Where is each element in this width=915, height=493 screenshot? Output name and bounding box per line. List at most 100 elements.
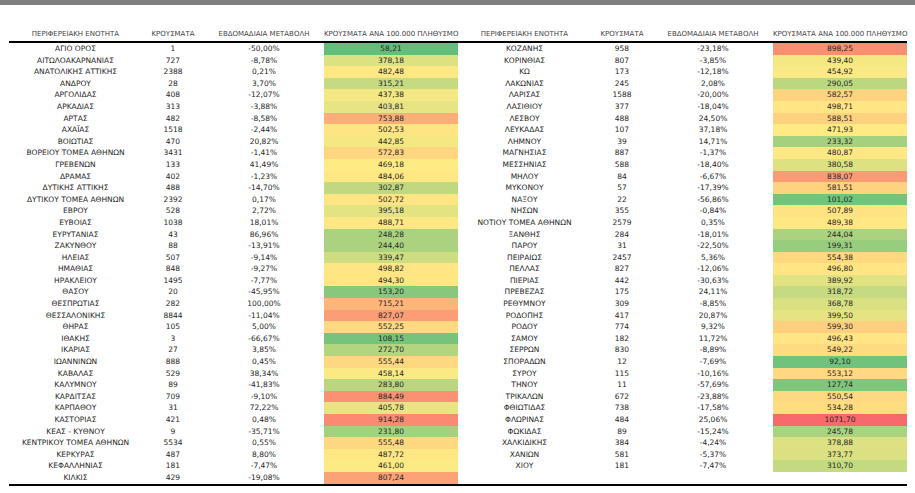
per-100k-cell: 101,02 (773, 194, 907, 206)
per-100k-cell: 488,71 (324, 217, 458, 229)
per-100k-cell: 302,87 (324, 182, 458, 194)
table-row: ΔΥΤΙΚΟΥ ΤΟΜΕΑ ΑΘΗΝΩΝ23920,17%502,72 (9, 194, 458, 206)
weekly-change-cell: 0,48% (204, 414, 324, 426)
weekly-change-cell: -18,40% (653, 159, 773, 171)
weekly-change-cell: 100,00% (204, 298, 324, 310)
weekly-change-cell: -17,58% (653, 402, 773, 414)
weekly-change-cell: -4,24% (653, 437, 773, 449)
weekly-change-cell: -12,18% (653, 66, 773, 78)
table-row: ΙΚΑΡΙΑΣ273,85%272,70 (9, 344, 458, 356)
table-row: ΚΩ173-12,18%454,92 (458, 66, 907, 78)
region-cell: ΚΑΒΑΛΑΣ (9, 368, 142, 380)
weekly-change-cell: 3,85% (204, 344, 324, 356)
region-cell: ΛΕΥΚΑΔΑΣ (458, 124, 591, 136)
cases-cell: 581 (591, 449, 653, 461)
weekly-change-cell: -14,70% (204, 182, 324, 194)
cases-cell: 507 (142, 252, 204, 264)
per-100k-cell: 310,70 (773, 460, 907, 472)
cases-cell: 31 (591, 240, 653, 252)
table-row: ΗΜΑΘΙΑΣ848-9,27%498,82 (9, 263, 458, 275)
table-row: ΚΑΒΑΛΑΣ52938,34%458,14 (9, 368, 458, 380)
table-row: ΚΑΡΔΙΤΣΑΣ709-9,10%884,49 (9, 391, 458, 403)
region-cell: ΚΕΦΑΛΛΗΝΙΑΣ (9, 460, 142, 472)
cases-cell: 887 (591, 147, 653, 159)
cases-cell: 31 (142, 402, 204, 414)
cases-cell: 12 (591, 356, 653, 368)
region-cell: ΑΙΤΩΛΟΑΚΑΡΝΑΝΙΑΣ (9, 55, 142, 67)
region-cell: ΛΑΡΙΣΑΣ (458, 89, 591, 101)
per-100k-cell: 380,58 (773, 159, 907, 171)
table-row: ΠΕΙΡΑΙΩΣ24575,36%554,38 (458, 252, 907, 264)
cases-cell: 2392 (142, 194, 204, 206)
cases-cell: 417 (591, 310, 653, 322)
cases-cell: 1 (142, 42, 204, 55)
cases-cell: 528 (142, 205, 204, 217)
region-cell: ΡΟΔΟΠΗΣ (458, 310, 591, 322)
per-100k-cell: 378,88 (773, 437, 907, 449)
header-region: ΠΕΡΙΦΕΡΕΙΑΚΗ ΕΝΟΤΗΤΑ (9, 28, 142, 42)
cases-cell: 827 (591, 263, 653, 275)
weekly-change-cell: -9,27% (204, 263, 324, 275)
per-100k-cell: 153,20 (324, 286, 458, 298)
cases-cell: 5534 (142, 437, 204, 449)
table-row: ΘΑΣΟΥ20-45,95%153,20 (9, 286, 458, 298)
per-100k-cell: 244,04 (773, 229, 907, 241)
region-cell: ΚΕΑΣ - ΚΥΘΝΟΥ (9, 426, 142, 438)
region-cell: ΧΑΛΚΙΔΙΚΗΣ (458, 437, 591, 449)
per-100k-cell: 715,21 (324, 298, 458, 310)
table-row: ΤΗΝΟΥ11-57,69%127,74 (458, 379, 907, 391)
table-row: ΚΟΖΑΝΗΣ958-23,18%898,25 (458, 42, 907, 55)
cases-cell: 421 (142, 414, 204, 426)
region-cell: ΕΥΒΟΙΑΣ (9, 217, 142, 229)
region-cell: ΝΟΤΙΟΥ ΤΟΜΕΑ ΑΘΗΝΩΝ (458, 217, 591, 229)
weekly-change-cell: 5,00% (204, 321, 324, 333)
per-100k-cell: 482,48 (324, 66, 458, 78)
weekly-change-cell: 14,71% (653, 136, 773, 148)
region-cell: ΔΥΤΙΚΗΣ ΑΤΤΙΚΗΣ (9, 182, 142, 194)
cases-cell: 57 (591, 182, 653, 194)
cases-cell: 488 (591, 113, 653, 125)
per-100k-cell: 339,47 (324, 252, 458, 264)
weekly-change-cell: -3,85% (653, 55, 773, 67)
per-100k-cell: 315,21 (324, 78, 458, 90)
table-row: ΛΑΚΩΝΙΑΣ2452,08%290,05 (458, 78, 907, 90)
weekly-change-cell: -9,10% (204, 391, 324, 403)
per-100k-cell: 245,78 (773, 426, 907, 438)
per-100k-cell: 231,80 (324, 426, 458, 438)
per-100k-cell: 489,38 (773, 217, 907, 229)
per-100k-cell: 555,44 (324, 356, 458, 368)
table-row: ΡΟΔΟΠΗΣ41720,87%399,50 (458, 310, 907, 322)
weekly-change-cell: -20,00% (653, 89, 773, 101)
per-100k-cell: 552,25 (324, 321, 458, 333)
weekly-change-cell: 11,72% (653, 333, 773, 345)
tables-container: ΠΕΡΙΦΕΡΕΙΑΚΗ ΕΝΟΤΗΤΑ ΚΡΟΥΣΜΑΤΑ ΕΒΔΟΜΑΔΙΑ… (9, 28, 907, 486)
region-cell: ΠΕΙΡΑΙΩΣ (458, 252, 591, 264)
weekly-change-cell: -22,50% (653, 240, 773, 252)
per-100k-cell: 373,77 (773, 449, 907, 461)
per-100k-cell: 554,38 (773, 252, 907, 264)
per-100k-cell: 458,14 (324, 368, 458, 380)
weekly-change-cell: -12,07% (204, 89, 324, 101)
region-cell: ΙΩΑΝΝΙΝΩΝ (9, 356, 142, 368)
region-cell: ΣΑΜΟΥ (458, 333, 591, 345)
per-100k-cell: 827,07 (324, 310, 458, 322)
per-100k-cell: 378,18 (324, 55, 458, 67)
per-100k-cell: 487,72 (324, 449, 458, 461)
region-cell: ΑΝΔΡΟΥ (9, 78, 142, 90)
per-100k-cell: 248,28 (324, 229, 458, 241)
top-gray-bar (0, 0, 915, 5)
region-cell: ΣΥΡΟΥ (458, 368, 591, 380)
per-100k-cell: 581,51 (773, 182, 907, 194)
cases-cell: 807 (591, 55, 653, 67)
table-row: ΚΕΦΑΛΛΗΝΙΑΣ181-7,47%461,00 (9, 460, 458, 472)
table-row: ΛΑΡΙΣΑΣ1588-20,00%582,57 (458, 89, 907, 101)
weekly-change-cell: 5,36% (653, 252, 773, 264)
table-row: ΓΡΕΒΕΝΩΝ13341,49%469,18 (9, 159, 458, 171)
region-cell: ΘΕΣΠΡΩΤΙΑΣ (9, 298, 142, 310)
region-cell: ΑΡΓΟΛΙΔΑΣ (9, 89, 142, 101)
table-row: ΘΕΣΠΡΩΤΙΑΣ282100,00%715,21 (9, 298, 458, 310)
per-100k-cell: 549,22 (773, 344, 907, 356)
table-row: ΠΡΕΒΕΖΑΣ17524,11%318,72 (458, 286, 907, 298)
table-row: ΝΑΞΟΥ22-56,86%101,02 (458, 194, 907, 206)
table-row: ΚΕΡΚΥΡΑΣ4878,80%487,72 (9, 449, 458, 461)
